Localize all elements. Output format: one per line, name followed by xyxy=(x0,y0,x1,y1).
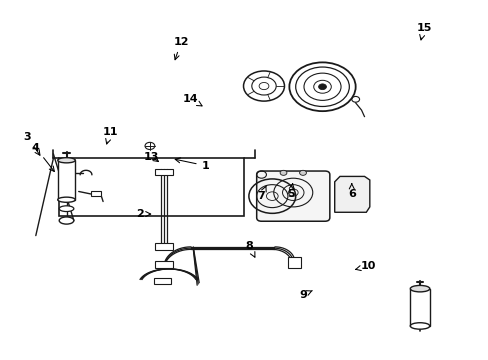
Text: 13: 13 xyxy=(144,152,159,162)
Bar xyxy=(409,289,429,326)
Ellipse shape xyxy=(409,285,429,292)
Text: 8: 8 xyxy=(245,241,254,257)
Bar xyxy=(155,169,172,175)
Text: 9: 9 xyxy=(299,290,312,300)
Text: 7: 7 xyxy=(257,186,265,201)
Text: 14: 14 xyxy=(183,94,202,106)
Bar xyxy=(91,192,101,196)
Text: 1: 1 xyxy=(175,158,209,171)
Circle shape xyxy=(299,170,306,175)
Bar xyxy=(154,278,171,284)
Bar xyxy=(155,261,172,268)
Text: 15: 15 xyxy=(415,23,431,40)
Ellipse shape xyxy=(58,158,75,163)
Polygon shape xyxy=(334,176,369,212)
Text: 3: 3 xyxy=(23,132,40,155)
Text: 12: 12 xyxy=(173,37,188,60)
Circle shape xyxy=(280,170,286,175)
Ellipse shape xyxy=(59,206,74,212)
Circle shape xyxy=(318,84,326,90)
Text: 2: 2 xyxy=(136,209,150,219)
Text: 5: 5 xyxy=(286,184,294,199)
Bar xyxy=(58,160,75,200)
Text: 10: 10 xyxy=(355,261,376,271)
Text: 4: 4 xyxy=(32,143,54,171)
Bar xyxy=(288,257,300,268)
Text: 11: 11 xyxy=(102,127,118,144)
Ellipse shape xyxy=(409,323,429,329)
Text: 6: 6 xyxy=(347,184,355,199)
Ellipse shape xyxy=(59,217,74,224)
FancyBboxPatch shape xyxy=(256,171,329,221)
Ellipse shape xyxy=(58,197,75,202)
Bar xyxy=(155,243,172,250)
